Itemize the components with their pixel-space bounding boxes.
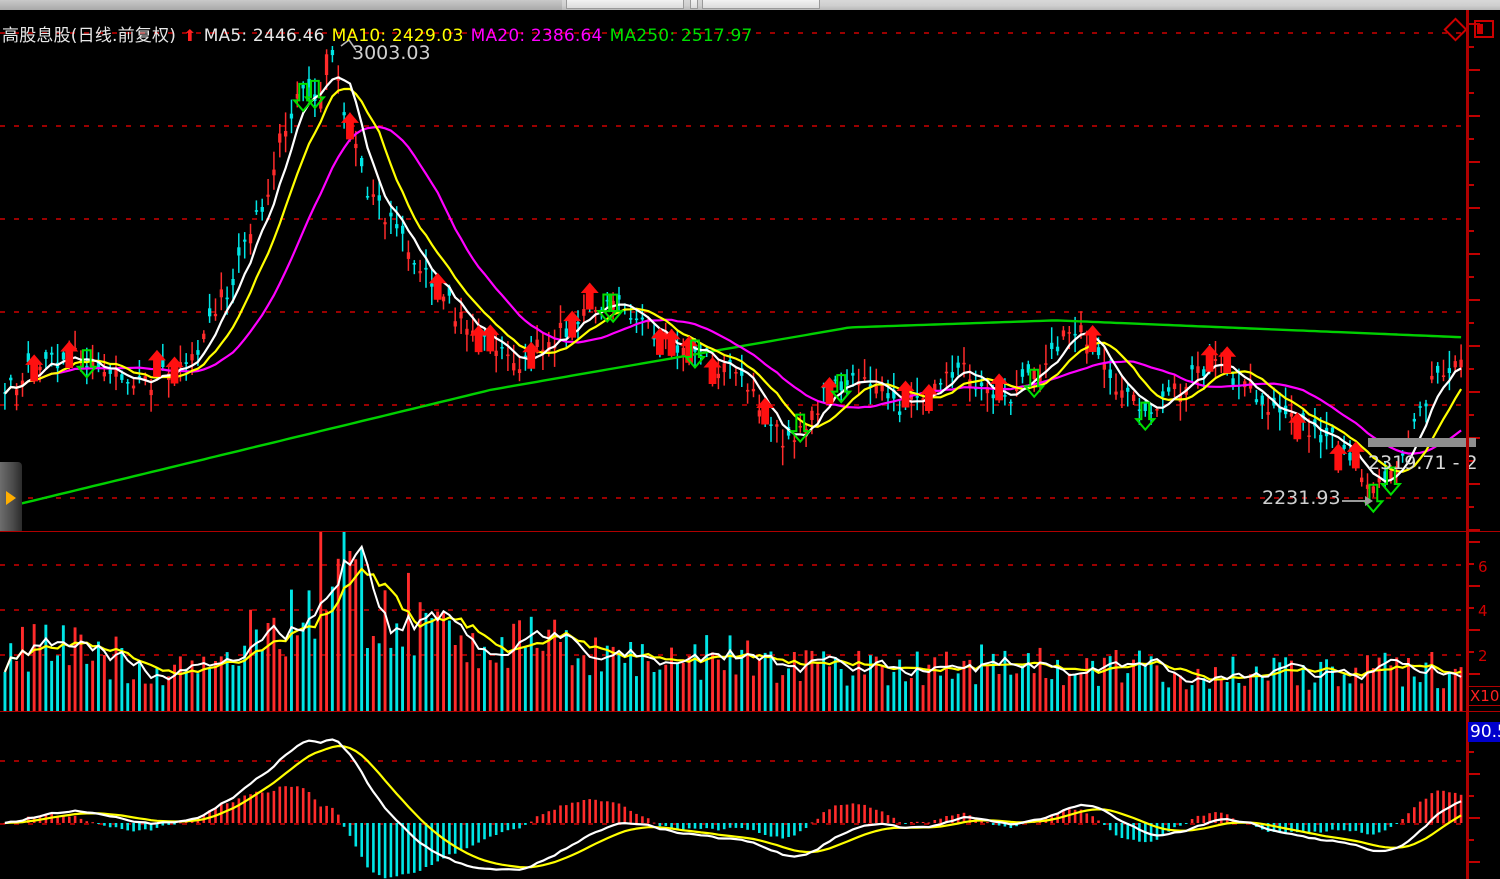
peak-annotation-leader — [340, 38, 357, 51]
dif-line — [4, 738, 1462, 871]
instrument-title: 高股息股(日线.前复权) — [2, 26, 177, 46]
toolbar-button-2[interactable] — [690, 0, 698, 9]
up-arrow-icon: ⬆ — [183, 26, 197, 45]
signal-markers — [25, 79, 1403, 514]
peak-price-annotation: 3003.03 — [352, 42, 431, 64]
volume-gridlines — [0, 564, 1466, 656]
toolbar-button-1[interactable] — [566, 0, 684, 9]
expander-triangle-icon — [6, 491, 16, 505]
diamond-icon[interactable] — [1443, 16, 1468, 42]
macd-gridlines — [0, 760, 1466, 825]
toolbar-button-3[interactable] — [702, 0, 820, 9]
ma5-readout: MA5: 2446.46 — [203, 26, 325, 46]
volume-tick-4: 4 — [1478, 602, 1488, 620]
ma250-line — [4, 319, 1462, 509]
volume-ma10-line — [3, 567, 1462, 681]
os-toolbar[interactable] — [0, 0, 1500, 10]
range-annotation: 2319.71 - 2 — [1368, 452, 1478, 474]
range-measure-bar[interactable] — [1368, 438, 1476, 447]
macd-histogram — [3, 786, 1463, 879]
ma5-line — [4, 76, 1462, 483]
price-plot — [0, 23, 1480, 531]
price-panel-header: 高股息股(日线.前复权) ⬆ MA5: 2446.46 MA10: 2429.03 MA… — [2, 21, 760, 46]
volume-tick-6: 6 — [1478, 558, 1488, 576]
price-gridlines — [0, 32, 1466, 499]
toolbar-left-region — [0, 0, 562, 10]
ma20-line — [4, 125, 1462, 455]
volume-bar-series — [3, 532, 1463, 712]
volume-chart-panel[interactable]: VOLUME: 12770446.00MA5: 12512959.00MA10:… — [0, 532, 1500, 712]
price-chart-panel[interactable]: 高股息股(日线.前复权) ⬆ MA5: 2446.46 MA10: 2429.03 MA… — [0, 10, 1500, 534]
volume-axis-multiplier: X10 — [1468, 686, 1500, 706]
dea-line — [4, 744, 1462, 869]
price-axis-rail — [1466, 10, 1469, 532]
panel-expander-icon[interactable] — [0, 462, 22, 534]
chart-tool-icons[interactable] — [1443, 16, 1494, 42]
low-price-annotation: 2231.93 — [1262, 487, 1341, 509]
low-annotation-arrow — [1342, 496, 1373, 506]
ma20-readout: MA20: 2386.64 — [470, 26, 603, 46]
split-window-icon[interactable] — [1474, 20, 1494, 38]
macd-plot — [0, 729, 1480, 879]
ma250-readout: MA250: 2517.97 — [609, 26, 753, 46]
ma10-readout: MA10: 2429.03 — [331, 26, 464, 46]
candlestick-series — [3, 46, 1463, 506]
macd-axis-rail — [1466, 712, 1469, 879]
macd-chart-panel[interactable]: MACD(12,26,9)DIF: 24.04DEA: 14.02MACD: 2… — [0, 712, 1500, 879]
macd-cursor-value-label: 90.5 — [1468, 722, 1500, 742]
volume-plot — [0, 532, 1480, 712]
ma10-line — [4, 87, 1463, 473]
volume-axis-rail — [1466, 532, 1469, 712]
volume-ma5-line — [3, 544, 1462, 684]
volume-tick-2: 2 — [1478, 647, 1488, 665]
